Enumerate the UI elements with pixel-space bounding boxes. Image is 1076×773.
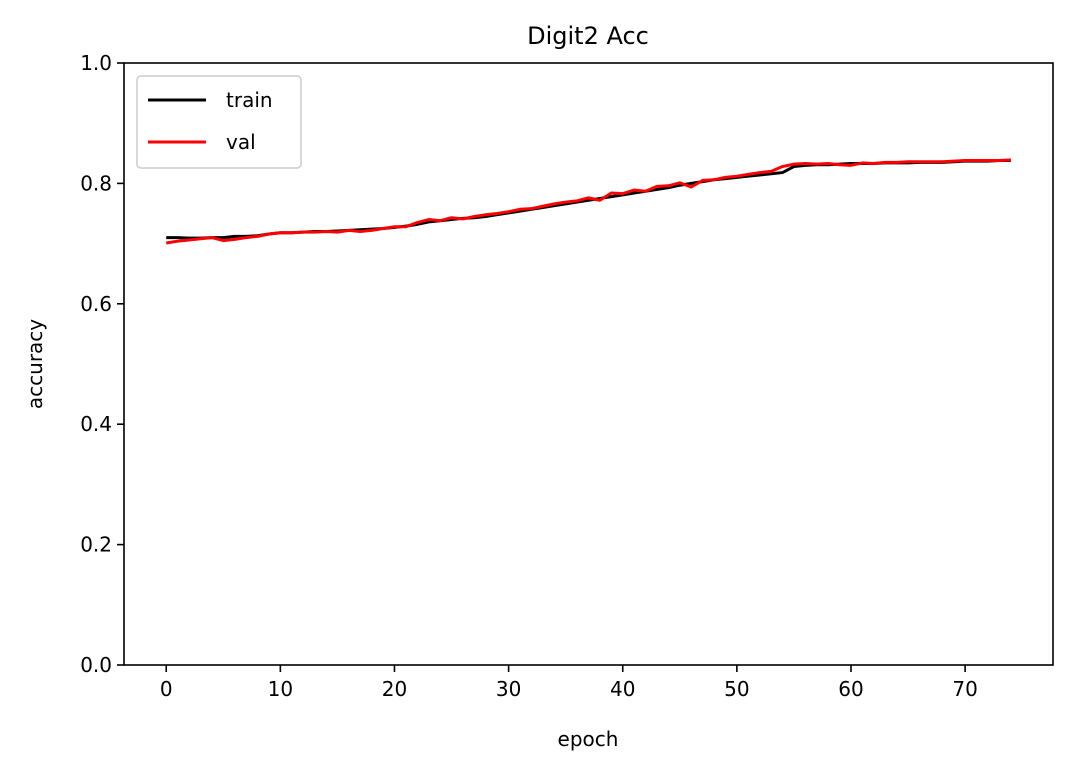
y-tick-label: 0.6 (80, 292, 112, 316)
plot-lines (165, 158, 1011, 245)
x-tick-label: 20 (382, 677, 407, 701)
y-axis-ticks: 0.0 0.2 0.4 0.6 0.8 1.0 (80, 51, 124, 677)
y-tick-label: 0.8 (80, 171, 112, 195)
x-tick-label: 30 (496, 677, 521, 701)
series-line-val (165, 158, 1011, 245)
legend-box (136, 75, 302, 169)
chart-title: Digit2 Acc (527, 22, 649, 50)
legend: train val (136, 75, 302, 169)
y-axis-label: accuracy (23, 319, 47, 409)
legend-label-train: train (226, 88, 273, 112)
y-tick-label: 0.0 (80, 653, 112, 677)
x-tick-label: 50 (724, 677, 749, 701)
y-tick-label: 0.4 (80, 412, 112, 436)
x-tick-label: 10 (268, 677, 293, 701)
x-axis-ticks: 0 10 20 30 40 50 60 70 (160, 665, 978, 701)
x-tick-label: 70 (952, 677, 977, 701)
legend-label-val: val (226, 130, 256, 154)
plot-area-frame (123, 62, 1054, 666)
y-tick-label: 0.2 (80, 533, 112, 557)
x-tick-label: 60 (838, 677, 863, 701)
x-tick-label: 40 (610, 677, 635, 701)
x-tick-label: 0 (160, 677, 173, 701)
x-axis-label: epoch (558, 727, 619, 751)
y-tick-label: 1.0 (80, 51, 112, 75)
